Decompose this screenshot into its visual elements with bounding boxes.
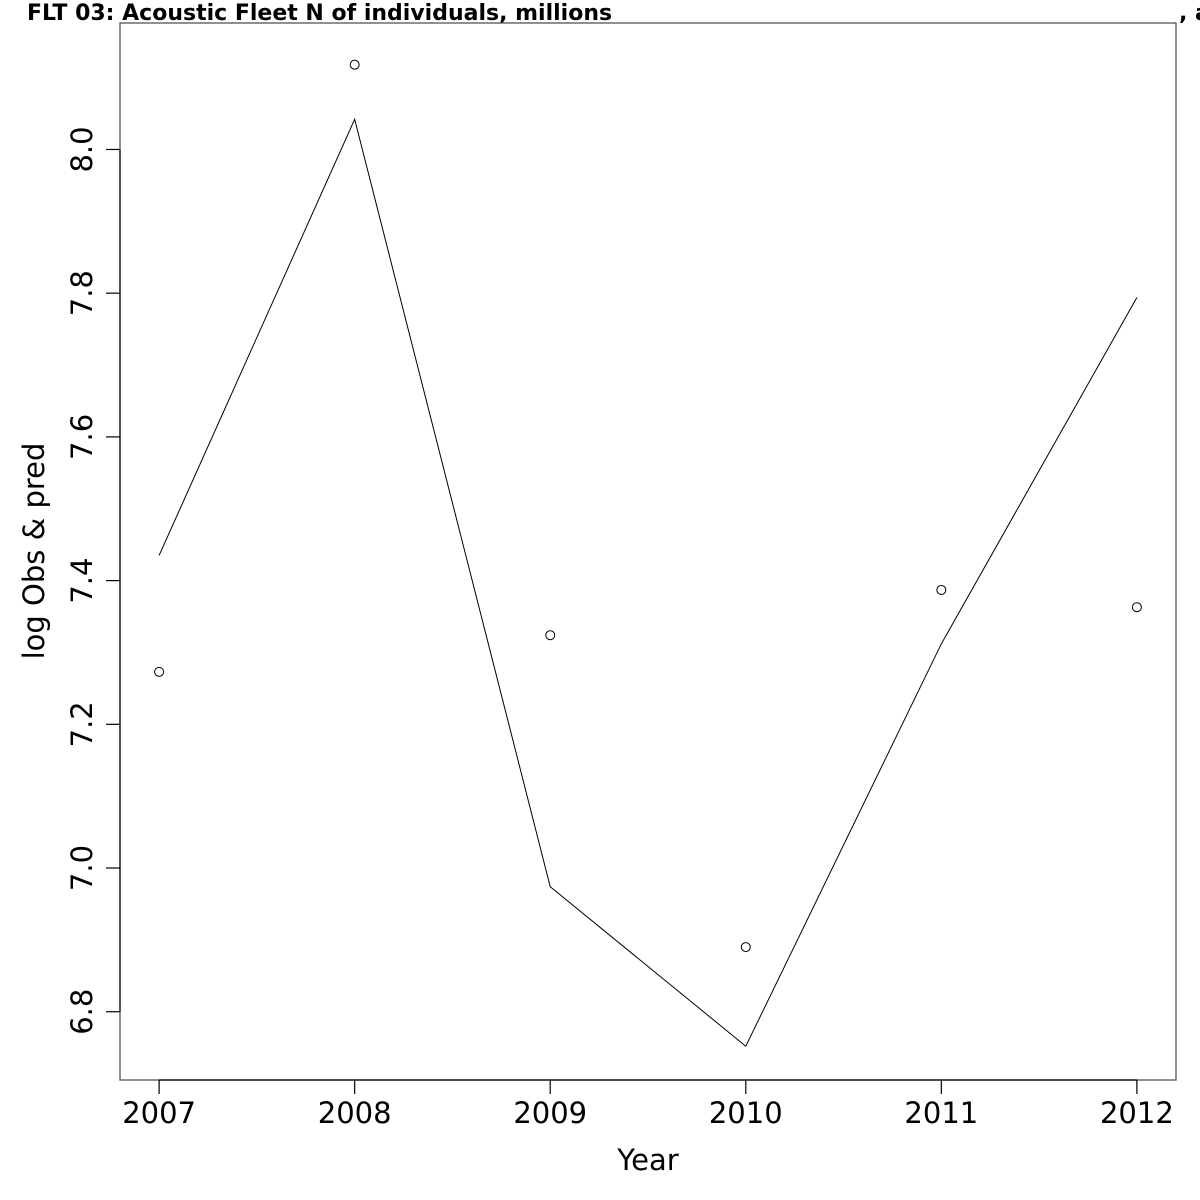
x-tick-label: 2011 xyxy=(904,1096,978,1130)
y-axis-label: log Obs & pred xyxy=(17,443,51,660)
x-tick-label: 2010 xyxy=(709,1096,783,1130)
y-tick-label: 7.2 xyxy=(65,701,99,747)
y-tick-label: 7.8 xyxy=(65,270,99,316)
observed-point xyxy=(349,59,360,70)
y-tick-label: 7.4 xyxy=(65,558,99,604)
y-tick-label: 7.0 xyxy=(65,845,99,891)
plot-marks xyxy=(154,59,1142,1048)
chart-title: FLT 03: Acoustic Fleet N of individuals,… xyxy=(27,1,612,26)
x-tick-label: 2009 xyxy=(513,1096,587,1130)
observed-point xyxy=(154,666,165,677)
chart-title-suffix: , a xyxy=(1179,1,1200,26)
x-axis-label: Year xyxy=(616,1143,678,1177)
x-tick-label: 2008 xyxy=(318,1096,392,1130)
observed-point xyxy=(740,942,751,953)
observed-point xyxy=(545,630,556,641)
x-tick-label: 2012 xyxy=(1100,1096,1174,1130)
x-tick-label: 2007 xyxy=(122,1096,196,1130)
x-axis: 2007 2008 2009 2010 2011 2012 xyxy=(122,1079,1174,1130)
y-axis: 6.8 7.0 7.2 7.4 7.6 7.8 8.0 xyxy=(65,126,121,1035)
y-tick-label: 7.6 xyxy=(65,414,99,460)
y-tick-label: 8.0 xyxy=(65,126,99,172)
observed-point xyxy=(1131,602,1142,613)
observed-point xyxy=(936,584,947,595)
y-tick-label: 6.8 xyxy=(65,989,99,1035)
predicted-line xyxy=(158,117,1138,1048)
